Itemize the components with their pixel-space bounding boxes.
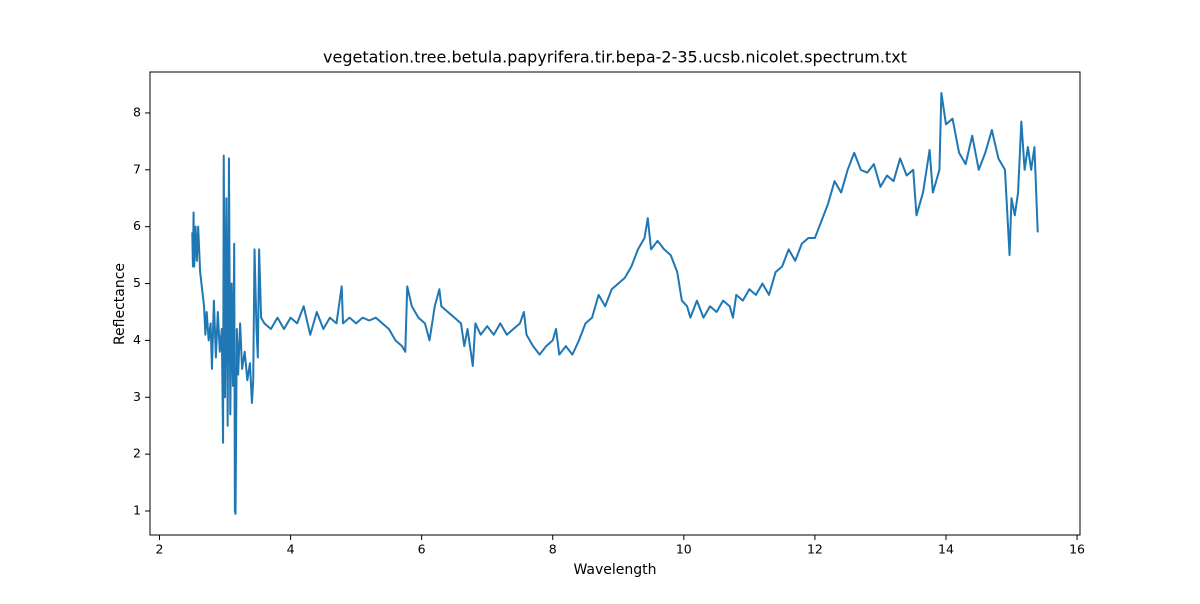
y-tick-label: 2 xyxy=(133,446,141,461)
x-tick-label: 8 xyxy=(549,542,557,557)
x-tick-label: 4 xyxy=(287,542,295,557)
y-tick-label: 5 xyxy=(133,275,141,290)
x-tick-label: 16 xyxy=(1069,542,1085,557)
x-tick-label: 2 xyxy=(156,542,164,557)
spectrum-line xyxy=(191,92,1039,515)
y-tick-label: 3 xyxy=(133,389,141,404)
x-tick-label: 6 xyxy=(418,542,426,557)
y-tick-label: 1 xyxy=(133,503,141,518)
y-axis-label: Reflectance xyxy=(112,263,128,345)
x-tick-label: 10 xyxy=(676,542,692,557)
x-axis-label: Wavelength xyxy=(573,562,656,578)
plot-frame xyxy=(149,71,1081,536)
y-tick-label: 7 xyxy=(133,161,141,176)
chart-title: vegetation.tree.betula.papyrifera.tir.be… xyxy=(323,48,907,67)
y-tick-label: 6 xyxy=(133,218,141,233)
x-tick-label: 12 xyxy=(807,542,823,557)
y-tick-label: 8 xyxy=(133,104,141,119)
y-tick-label: 4 xyxy=(133,332,141,347)
x-tick-label: 14 xyxy=(938,542,954,557)
